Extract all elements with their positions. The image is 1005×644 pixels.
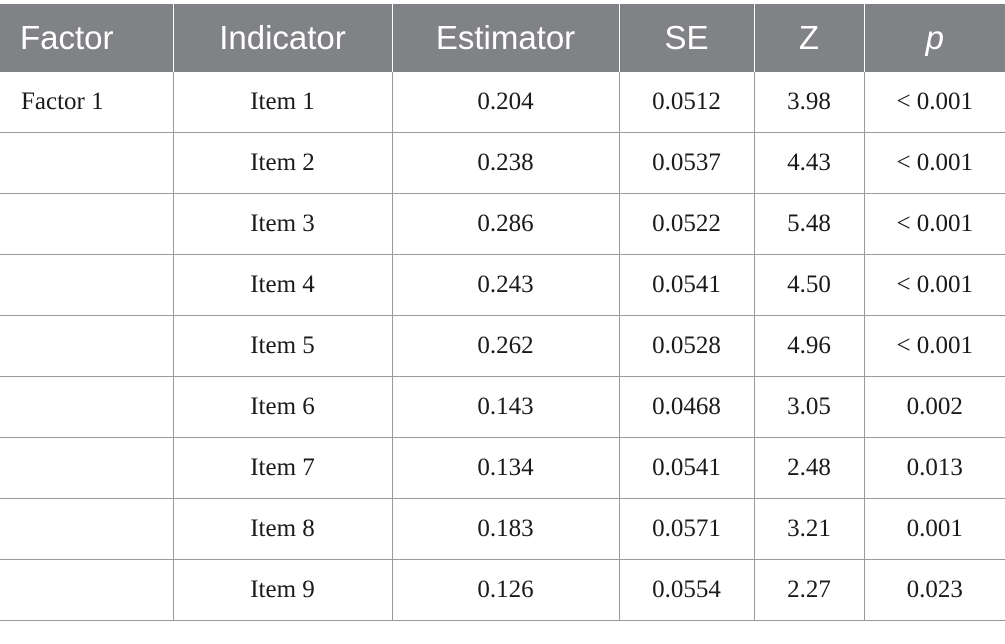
factor-cell	[0, 193, 174, 255]
table-header-row: Factor Indicator Estimator SE Z p	[0, 4, 1005, 72]
factor-loadings-table: Factor Indicator Estimator SE Z p Factor…	[0, 4, 1005, 621]
estimator-cell: 0.134	[391, 437, 620, 499]
header-z: Z	[753, 4, 865, 72]
p-cell: 0.023	[863, 559, 1005, 621]
z-cell: 2.48	[753, 437, 865, 499]
estimator-cell: 0.126	[391, 559, 620, 621]
z-cell: 3.98	[753, 72, 865, 133]
se-cell: 0.0468	[618, 376, 755, 438]
table-container: Factor Indicator Estimator SE Z p Factor…	[0, 4, 1005, 621]
se-cell: 0.0571	[618, 498, 755, 560]
table-row: Item 7 0.134 0.0541 2.48 0.013	[0, 437, 1005, 499]
table-row: Item 3 0.286 0.0522 5.48 < 0.001	[0, 193, 1005, 255]
estimator-cell: 0.286	[391, 193, 620, 255]
estimator-cell: 0.262	[391, 315, 620, 377]
table-row: Item 4 0.243 0.0541 4.50 < 0.001	[0, 254, 1005, 316]
header-indicator: Indicator	[172, 4, 393, 72]
table-row: Item 6 0.143 0.0468 3.05 0.002	[0, 376, 1005, 438]
factor-cell	[0, 498, 174, 560]
estimator-cell: 0.243	[391, 254, 620, 316]
indicator-cell: Item 7	[172, 437, 393, 499]
se-cell: 0.0522	[618, 193, 755, 255]
estimator-cell: 0.204	[391, 72, 620, 133]
p-cell: < 0.001	[863, 72, 1005, 133]
p-cell: 0.002	[863, 376, 1005, 438]
z-cell: 4.50	[753, 254, 865, 316]
table-row: Factor 1 Item 1 0.204 0.0512 3.98 < 0.001	[0, 72, 1005, 133]
indicator-cell: Item 9	[172, 559, 393, 621]
indicator-cell: Item 5	[172, 315, 393, 377]
z-cell: 4.43	[753, 132, 865, 194]
estimator-cell: 0.238	[391, 132, 620, 194]
header-estimator: Estimator	[391, 4, 620, 72]
se-cell: 0.0554	[618, 559, 755, 621]
table-row: Item 2 0.238 0.0537 4.43 < 0.001	[0, 132, 1005, 194]
header-p: p	[863, 4, 1005, 72]
z-cell: 5.48	[753, 193, 865, 255]
z-cell: 3.05	[753, 376, 865, 438]
factor-cell	[0, 132, 174, 194]
factor-cell	[0, 437, 174, 499]
z-cell: 4.96	[753, 315, 865, 377]
p-cell: < 0.001	[863, 254, 1005, 316]
se-cell: 0.0537	[618, 132, 755, 194]
estimator-cell: 0.183	[391, 498, 620, 560]
factor-cell	[0, 376, 174, 438]
indicator-cell: Item 6	[172, 376, 393, 438]
factor-cell	[0, 254, 174, 316]
indicator-cell: Item 3	[172, 193, 393, 255]
p-cell: < 0.001	[863, 132, 1005, 194]
se-cell: 0.0528	[618, 315, 755, 377]
indicator-cell: Item 1	[172, 72, 393, 133]
se-cell: 0.0512	[618, 72, 755, 133]
se-cell: 0.0541	[618, 437, 755, 499]
indicator-cell: Item 2	[172, 132, 393, 194]
indicator-cell: Item 4	[172, 254, 393, 316]
header-factor: Factor	[0, 4, 174, 72]
p-cell: < 0.001	[863, 315, 1005, 377]
factor-cell	[0, 559, 174, 621]
header-se: SE	[618, 4, 755, 72]
se-cell: 0.0541	[618, 254, 755, 316]
p-cell: 0.001	[863, 498, 1005, 560]
indicator-cell: Item 8	[172, 498, 393, 560]
factor-cell	[0, 315, 174, 377]
z-cell: 3.21	[753, 498, 865, 560]
table-row: Item 9 0.126 0.0554 2.27 0.023	[0, 559, 1005, 621]
estimator-cell: 0.143	[391, 376, 620, 438]
table-row: Item 8 0.183 0.0571 3.21 0.001	[0, 498, 1005, 560]
factor-cell: Factor 1	[0, 72, 174, 133]
z-cell: 2.27	[753, 559, 865, 621]
p-cell: 0.013	[863, 437, 1005, 499]
table-row: Item 5 0.262 0.0528 4.96 < 0.001	[0, 315, 1005, 377]
p-cell: < 0.001	[863, 193, 1005, 255]
